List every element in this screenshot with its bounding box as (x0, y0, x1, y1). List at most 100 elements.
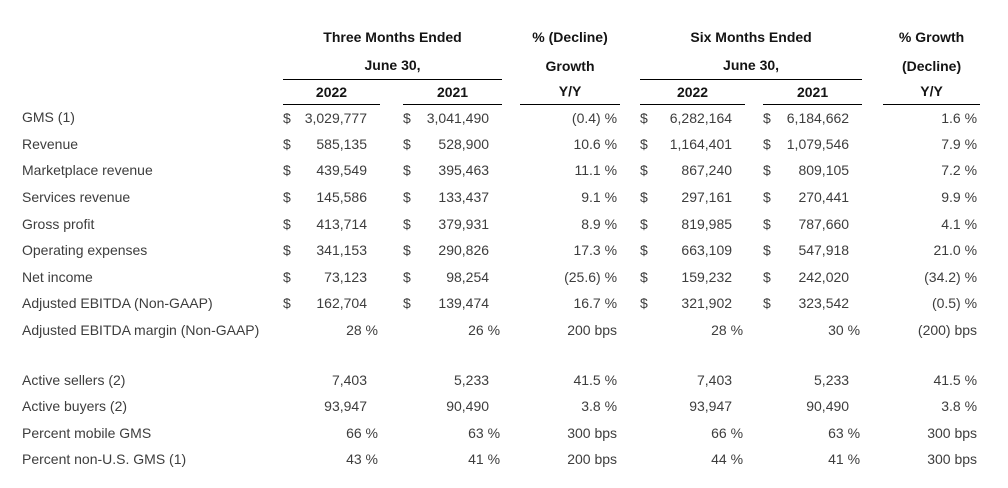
value-cell: $73,123 (283, 264, 380, 291)
money-cell-wrap: $242,020 (763, 269, 862, 285)
value-cell: 16.7 % (573, 295, 618, 312)
cell-value: 290,826 (438, 242, 490, 259)
column-gap (862, 157, 883, 184)
cell-value: 133,437 (438, 189, 490, 206)
money-cell-wrap: $297,161 (640, 189, 745, 205)
currency-symbol: $ (283, 109, 291, 126)
value-cell: 66 % (711, 424, 744, 441)
currency-symbol: $ (403, 189, 411, 206)
cell-value: 413,714 (316, 215, 367, 232)
cell-value: 159,232 (681, 268, 733, 285)
value-cell: 41.5 % (933, 371, 978, 388)
value-cell: $787,660 (763, 210, 862, 237)
money-cell-wrap: $819,985 (640, 216, 745, 232)
value-cell: $585,135 (283, 131, 380, 158)
value-cell: 41 % (828, 451, 861, 468)
row-label: Net income (22, 268, 93, 285)
value-cell: $6,282,164 (640, 104, 745, 131)
column-gap (380, 290, 403, 317)
column-gap (745, 237, 763, 264)
money-cell-wrap: $809,105 (763, 162, 862, 178)
value-cell: 44 % (711, 451, 744, 468)
column-gap (620, 393, 640, 420)
currency-symbol: $ (283, 215, 291, 232)
column-gap (502, 420, 520, 447)
column-gap (620, 420, 640, 447)
column-gap (620, 157, 640, 184)
row-label: Operating expenses (22, 242, 148, 259)
column-gap (620, 446, 640, 473)
cell-value: 73,123 (324, 268, 367, 285)
cell-value: 297,161 (681, 189, 733, 206)
value-cell: 93,947 (689, 398, 733, 415)
column-gap (380, 210, 403, 237)
header-row-2: June 30, Growth June 30, (Decline) (22, 52, 980, 80)
value-cell: (34.2) % (924, 268, 978, 285)
cell-value: 321,902 (681, 295, 733, 312)
table-row: Operating expenses $341,153 $290,826 17.3 %… (22, 237, 980, 264)
table-header: Three Months Ended % (Decline) Six Month… (22, 22, 981, 105)
cell-value: 162,704 (316, 295, 367, 312)
row-label: Marketplace revenue (22, 162, 153, 179)
column-gap (502, 22, 520, 52)
three-months-year-2022: 2022 (283, 79, 380, 105)
column-gap (862, 446, 883, 473)
value-cell: $3,041,490 (403, 104, 502, 131)
table-row: GMS (1) $3,029,777 $3,041,490 (0.4) % $6,282… (22, 104, 980, 131)
money-cell-wrap: $323,542 (763, 295, 862, 311)
value-cell: 5,233 (814, 371, 850, 388)
cell-value: 528,900 (438, 135, 490, 152)
six-months-subtitle: June 30, (640, 52, 863, 80)
value-cell: 300 bps (927, 451, 978, 468)
column-gap (380, 420, 403, 447)
currency-symbol: $ (283, 295, 291, 312)
column-gap (862, 79, 883, 104)
currency-symbol: $ (763, 268, 771, 285)
money-cell-wrap: $787,660 (763, 216, 862, 232)
column-gap (380, 131, 403, 158)
value-cell: 7,403 (696, 371, 733, 388)
cell-value: 323,542 (798, 295, 850, 312)
value-cell: 41.5 % (573, 371, 618, 388)
value-cell: $139,474 (403, 290, 502, 317)
value-cell: $663,109 (640, 237, 745, 264)
header-row-3: 2022 2021 Y/Y 2022 2021 Y/Y (22, 79, 981, 105)
column-gap (862, 317, 883, 344)
money-cell-wrap: $133,437 (403, 189, 502, 205)
column-gap (620, 317, 640, 344)
money-cell-wrap: $145,586 (283, 189, 380, 205)
value-cell: $819,985 (640, 210, 745, 237)
row-label: Active buyers (2) (22, 398, 128, 415)
currency-symbol: $ (640, 189, 648, 206)
cell-value: 1,164,401 (669, 135, 733, 152)
value-cell: $145,586 (283, 184, 380, 211)
row-label: Services revenue (22, 189, 131, 206)
row-label: Adjusted EBITDA (Non-GAAP) (22, 295, 213, 312)
money-cell-wrap: $379,931 (403, 216, 502, 232)
currency-symbol: $ (640, 135, 648, 152)
money-cell-wrap: $395,463 (403, 162, 502, 178)
column-gap (620, 366, 640, 393)
value-cell: $3,029,777 (283, 104, 380, 131)
currency-symbol: $ (283, 162, 291, 179)
yoy-left-line1: % (Decline) (532, 29, 608, 45)
value-cell: (200) bps (917, 322, 978, 339)
value-cell: 43 % (346, 451, 378, 468)
row-label: GMS (1) (22, 109, 75, 126)
column-gap (862, 366, 883, 393)
money-cell-wrap: $73,123 (283, 269, 380, 285)
column-gap (502, 237, 520, 264)
column-gap (620, 264, 640, 291)
cell-value: 663,109 (681, 242, 733, 259)
cell-value: 787,660 (798, 215, 850, 232)
currency-symbol: $ (403, 268, 411, 285)
value-cell: (0.5) % (931, 295, 978, 312)
three-months-subtitle: June 30, (283, 52, 503, 80)
value-cell: $133,437 (403, 184, 502, 211)
money-cell-wrap: $162,704 (283, 295, 380, 311)
value-cell: 1.6 % (941, 109, 978, 126)
column-gap (502, 393, 520, 420)
column-gap (380, 446, 403, 473)
cell-value: 379,931 (438, 215, 490, 232)
